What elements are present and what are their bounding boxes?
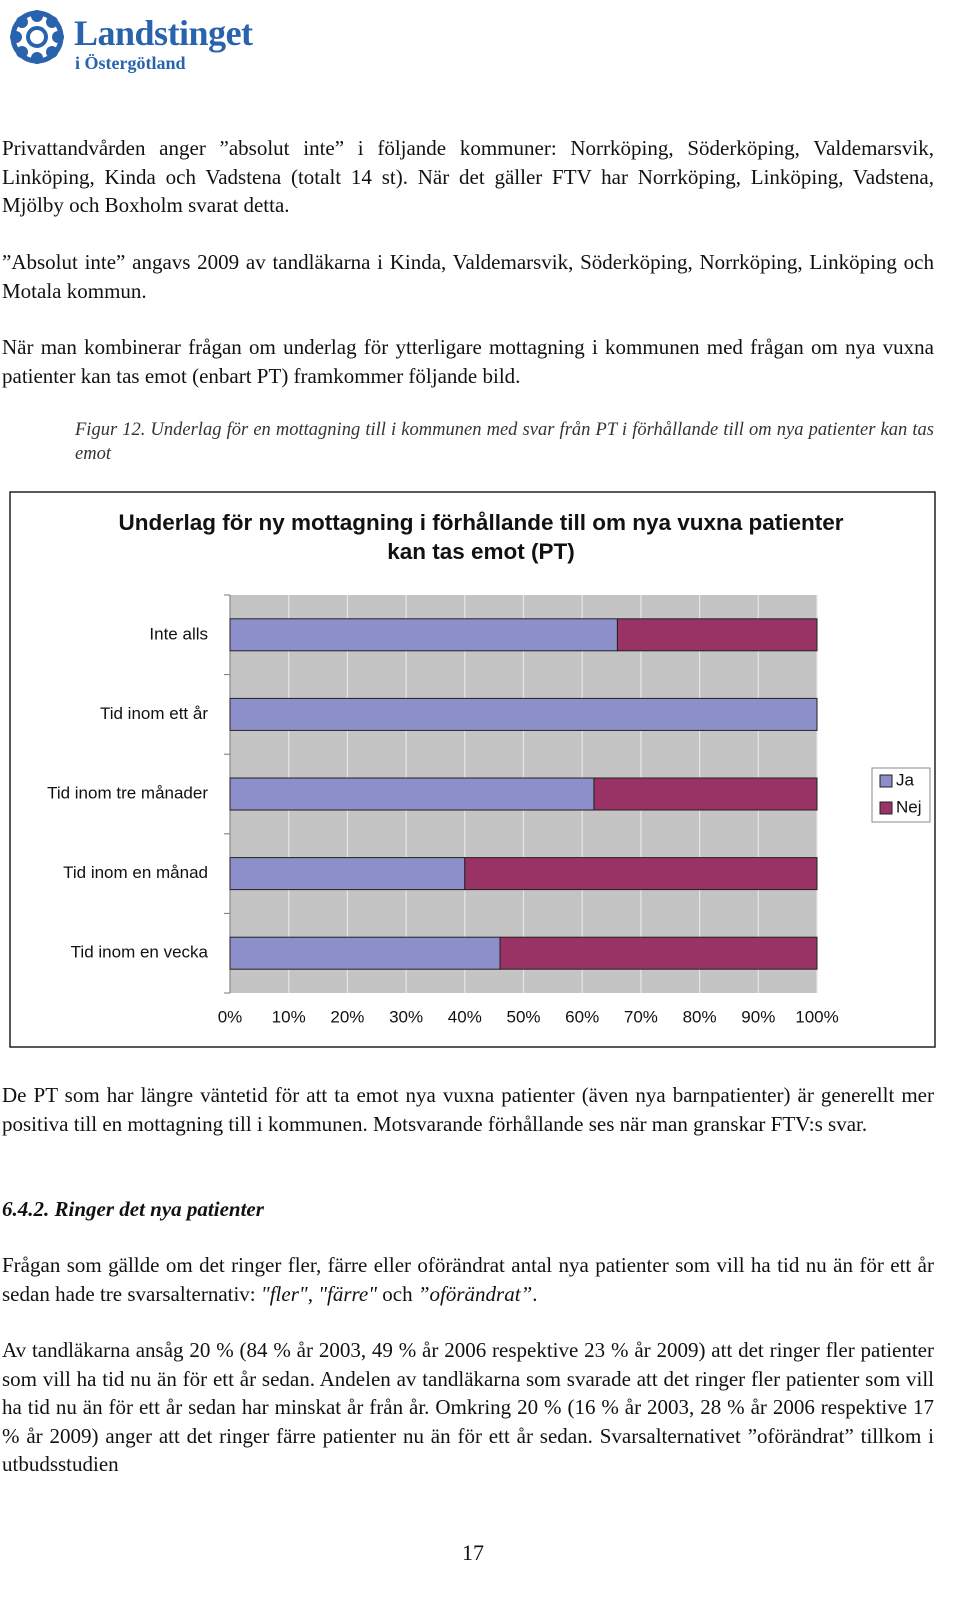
y-tick-label: Tid inom ett år	[100, 704, 208, 723]
bar-segment	[464, 857, 818, 891]
text: och	[377, 1281, 418, 1306]
x-tick-label: 30%	[389, 1007, 423, 1026]
bar-segment	[593, 777, 818, 811]
text: "fler", "färre"	[260, 1281, 378, 1306]
legend-label: Ja	[896, 770, 915, 789]
legend-swatch	[879, 801, 893, 815]
bar-segment	[229, 618, 618, 652]
bar-segment	[616, 618, 818, 652]
legend-label: Nej	[896, 797, 922, 816]
heading: 6.4.2. Ringer det nya patienter	[2, 1197, 264, 1221]
text: ”Absolut inte” angavs 2009 av tandläkarn…	[2, 250, 934, 303]
text: .	[532, 1281, 538, 1306]
caption: Figur 12. Underlag för en mottagning til…	[75, 420, 934, 464]
legend-swatch	[879, 774, 893, 788]
y-tick-label: Inte alls	[149, 624, 208, 643]
y-tick-label: Tid inom en vecka	[71, 943, 209, 962]
text: När man kombinerar frågan om underlag fö…	[2, 335, 934, 388]
paragraph: Privattandvården anger ”absolut inte” i …	[2, 134, 934, 220]
page-number: 17	[462, 1540, 484, 1565]
paragraph: Av tandläkarna ansåg 20 % (84 % år 2003,…	[2, 1336, 934, 1479]
bar-segment	[229, 697, 818, 731]
paragraph: ”Absolut inte” angavs 2009 av tandläkarn…	[2, 248, 934, 305]
y-tick-label: Tid inom tre månader	[47, 783, 208, 802]
text: De PT som har längre väntetid för att ta…	[2, 1083, 934, 1136]
paragraph: Frågan som gällde om det ringer fler, fä…	[2, 1251, 934, 1308]
y-tick-label: Tid inom en månad	[63, 863, 208, 882]
x-tick-label: 50%	[506, 1007, 540, 1026]
x-tick-label: 90%	[741, 1007, 775, 1026]
x-tick-label: 70%	[624, 1007, 658, 1026]
x-tick-label: 80%	[683, 1007, 717, 1026]
logo-title: Landstinget	[74, 13, 253, 53]
x-tick-label: 40%	[448, 1007, 482, 1026]
text: Av tandläkarna ansåg 20 % (84 % år 2003,…	[2, 1338, 934, 1477]
chart-title: Underlag för ny mottagning i förhållande…	[118, 510, 844, 564]
text: Privattandvården anger ”absolut inte” i …	[2, 136, 934, 218]
x-tick-label: 0%	[218, 1007, 243, 1026]
bar-segment	[229, 936, 501, 970]
paragraph: De PT som har längre väntetid för att ta…	[2, 1081, 934, 1138]
bar-segment	[499, 936, 818, 970]
bar-segment	[229, 777, 595, 811]
text: Frågan som gällde om det ringer fler, fä…	[2, 1253, 934, 1306]
x-tick-label: 100%	[795, 1007, 838, 1026]
bar-segment	[229, 857, 466, 891]
text: ”oförändrat”	[417, 1281, 533, 1306]
x-tick-label: 20%	[330, 1007, 364, 1026]
x-tick-label: 10%	[272, 1007, 306, 1026]
logo-icon	[10, 10, 64, 64]
logo-subtitle: i Östergötland	[75, 53, 186, 73]
x-tick-label: 60%	[565, 1007, 599, 1026]
paragraph: När man kombinerar frågan om underlag fö…	[2, 333, 934, 390]
